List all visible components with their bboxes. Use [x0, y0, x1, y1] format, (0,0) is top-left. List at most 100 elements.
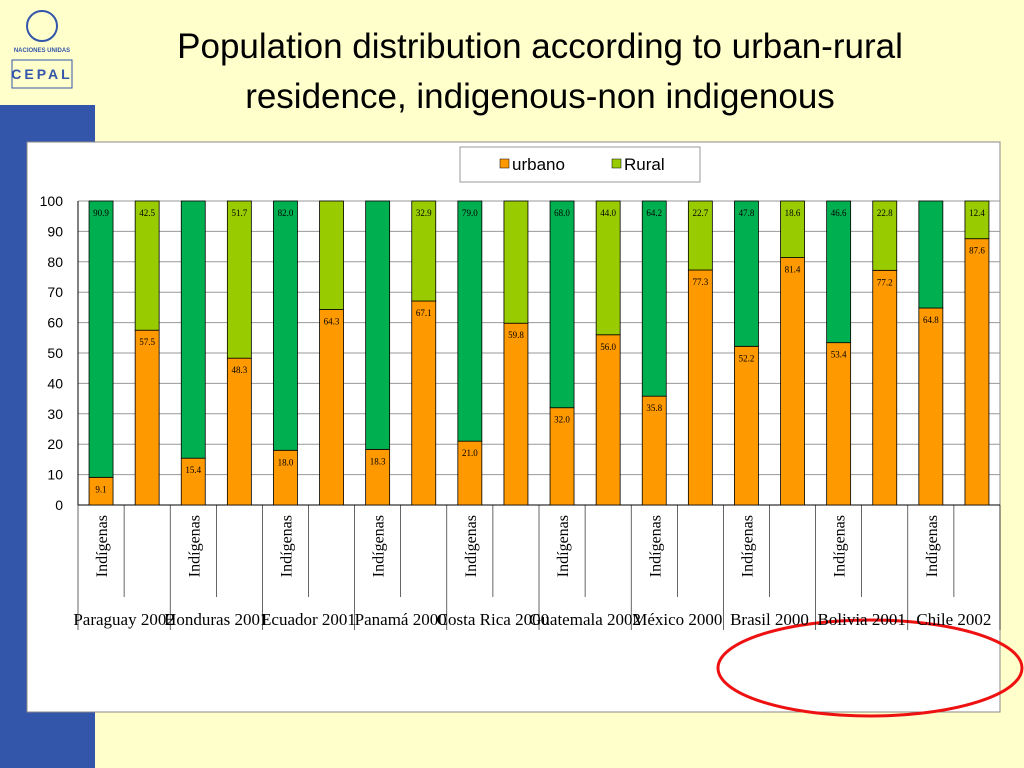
- data-label: 51.7: [231, 208, 247, 218]
- data-label: 68.0: [554, 208, 570, 218]
- legend-label: Rural: [624, 155, 665, 174]
- y-tick-label: 70: [47, 284, 63, 300]
- bar-segment: [273, 200, 298, 451]
- data-label: 46.6: [831, 208, 847, 218]
- bar-segment: [595, 334, 621, 506]
- bar-segment: [88, 476, 114, 506]
- bar-segment: [964, 200, 990, 240]
- highlight-ellipse: [716, 618, 1024, 718]
- un-emblem: [26, 10, 58, 42]
- data-label: 18.0: [278, 457, 294, 467]
- bar-segment: [687, 200, 713, 271]
- bar-segment: [88, 200, 114, 478]
- y-tick-label: 90: [47, 223, 63, 239]
- bar-segment: [457, 200, 483, 442]
- data-label: 42.5: [139, 208, 155, 218]
- x-tick-label: Indígenas: [371, 515, 388, 577]
- data-label: 21.0: [462, 448, 478, 458]
- y-tick-label: 80: [47, 254, 63, 270]
- group-label: Costa Rica 2000: [437, 610, 549, 629]
- bar-segment: [918, 307, 944, 506]
- data-label: 9.1: [95, 484, 106, 494]
- y-tick-label: 30: [47, 406, 63, 422]
- data-label: 81.4: [785, 265, 801, 275]
- logo-org: NACIONES UNIDAS: [14, 48, 70, 54]
- data-label: 15.4: [185, 465, 201, 475]
- bar-segment: [180, 457, 206, 506]
- x-tick-label: Indígenas: [924, 515, 941, 577]
- data-label: 35.8: [646, 403, 662, 413]
- x-tick-label: Indígenas: [832, 515, 849, 577]
- group-label: Panamá 2000: [355, 610, 447, 629]
- bar-segment: [411, 300, 437, 506]
- bar-segment: [411, 200, 437, 302]
- y-tick-label: 20: [47, 436, 63, 452]
- bar-segment: [134, 329, 160, 506]
- data-label: 59.8: [508, 330, 524, 340]
- data-label: 22.8: [877, 208, 893, 218]
- bar-segment: [964, 238, 990, 506]
- bar-segment: [872, 269, 898, 506]
- data-label: 67.1: [416, 308, 432, 318]
- x-tick-label: Indígenas: [739, 515, 756, 577]
- y-tick-label: 60: [47, 315, 63, 331]
- data-label: 87.6: [969, 246, 985, 256]
- bar-segment: [780, 257, 805, 506]
- bar-segment: [872, 200, 898, 271]
- bar-segment: [918, 200, 944, 309]
- x-tick-label: Indígenas: [555, 515, 572, 577]
- x-tick-label: Indígenas: [186, 515, 203, 577]
- y-tick-label: 40: [47, 375, 63, 391]
- group-label: Bolivia 2001: [818, 610, 906, 629]
- group-label: México 2000: [632, 610, 722, 629]
- y-tick-label: 10: [47, 467, 63, 483]
- data-label: 82.0: [278, 208, 294, 218]
- bar-segment: [226, 357, 252, 506]
- data-label: 18.6: [785, 208, 801, 218]
- data-label: 12.4: [969, 208, 985, 218]
- bar-segment: [226, 200, 252, 359]
- data-label: 64.8: [923, 315, 939, 325]
- bar-segment: [457, 440, 483, 506]
- y-tick-label: 100: [40, 193, 64, 209]
- data-label: 32.0: [554, 415, 570, 425]
- bar-segment: [273, 449, 298, 506]
- y-tick-label: 50: [47, 345, 63, 361]
- bar-segment: [319, 309, 344, 506]
- data-label: 77.3: [692, 277, 708, 287]
- data-label: 56.0: [600, 342, 616, 352]
- data-label: 77.2: [877, 277, 893, 287]
- x-tick-label: Indígenas: [278, 515, 295, 577]
- bar-segment: [549, 200, 575, 409]
- legend-swatch: [499, 158, 510, 169]
- data-label: 79.0: [462, 208, 478, 218]
- group-label: Paraguay 2002: [73, 610, 175, 629]
- bar-segment: [503, 200, 529, 324]
- logo-name: CEPAL: [11, 66, 72, 82]
- x-tick-label: Indígenas: [94, 515, 111, 577]
- x-tick-label: Indígenas: [647, 515, 664, 577]
- bar-segment: [180, 200, 206, 459]
- data-label: 90.9: [93, 208, 109, 218]
- data-label: 53.4: [831, 350, 847, 360]
- data-label: 18.3: [370, 456, 386, 466]
- bar-segment: [734, 200, 759, 347]
- data-label: 32.9: [416, 208, 432, 218]
- bar-segment: [134, 200, 160, 331]
- bar-segment: [319, 200, 344, 310]
- chart-title: Population distribution according to urb…: [177, 27, 903, 116]
- bar-segment: [365, 200, 391, 450]
- legend-swatch: [611, 158, 622, 169]
- bar-segment: [503, 322, 529, 506]
- data-label: 44.0: [600, 208, 616, 218]
- data-label: 64.3: [324, 317, 340, 327]
- group-label: Guatemala 2002: [529, 610, 641, 629]
- bar-segment: [780, 200, 805, 258]
- bar-segment: [365, 448, 391, 506]
- data-label: 47.8: [739, 208, 755, 218]
- x-tick-label: Indígenas: [463, 515, 480, 577]
- data-label: 22.7: [692, 208, 708, 218]
- data-label: 52.2: [739, 353, 755, 363]
